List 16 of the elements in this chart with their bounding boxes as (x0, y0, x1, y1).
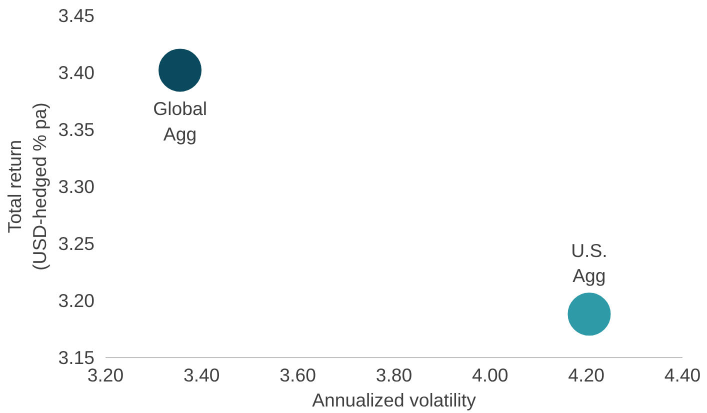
x-tick-label: 4.00 (472, 364, 508, 386)
x-tick-label: 3.60 (280, 364, 316, 386)
series-label: U.S. Agg (571, 240, 608, 286)
x-tick-label: 4.40 (664, 364, 701, 386)
x-tick-label: 3.40 (184, 364, 220, 386)
y-tick-label: 3.35 (58, 119, 94, 140)
y-tick-label: 3.30 (58, 176, 94, 197)
y-tick-label: 3.20 (58, 290, 94, 311)
y-tick-label: 3.40 (58, 62, 94, 83)
y-axis-title: Total return (USD-hedged % pa) (4, 102, 50, 270)
y-tick-label: 3.25 (58, 233, 94, 254)
x-axis-title: Annualized volatility (312, 390, 477, 410)
series-label: Global Agg (153, 98, 208, 144)
x-tick-label: 3.80 (376, 364, 412, 386)
x-tick-label: 4.20 (568, 364, 604, 386)
y-tick-label: 3.45 (58, 5, 94, 26)
